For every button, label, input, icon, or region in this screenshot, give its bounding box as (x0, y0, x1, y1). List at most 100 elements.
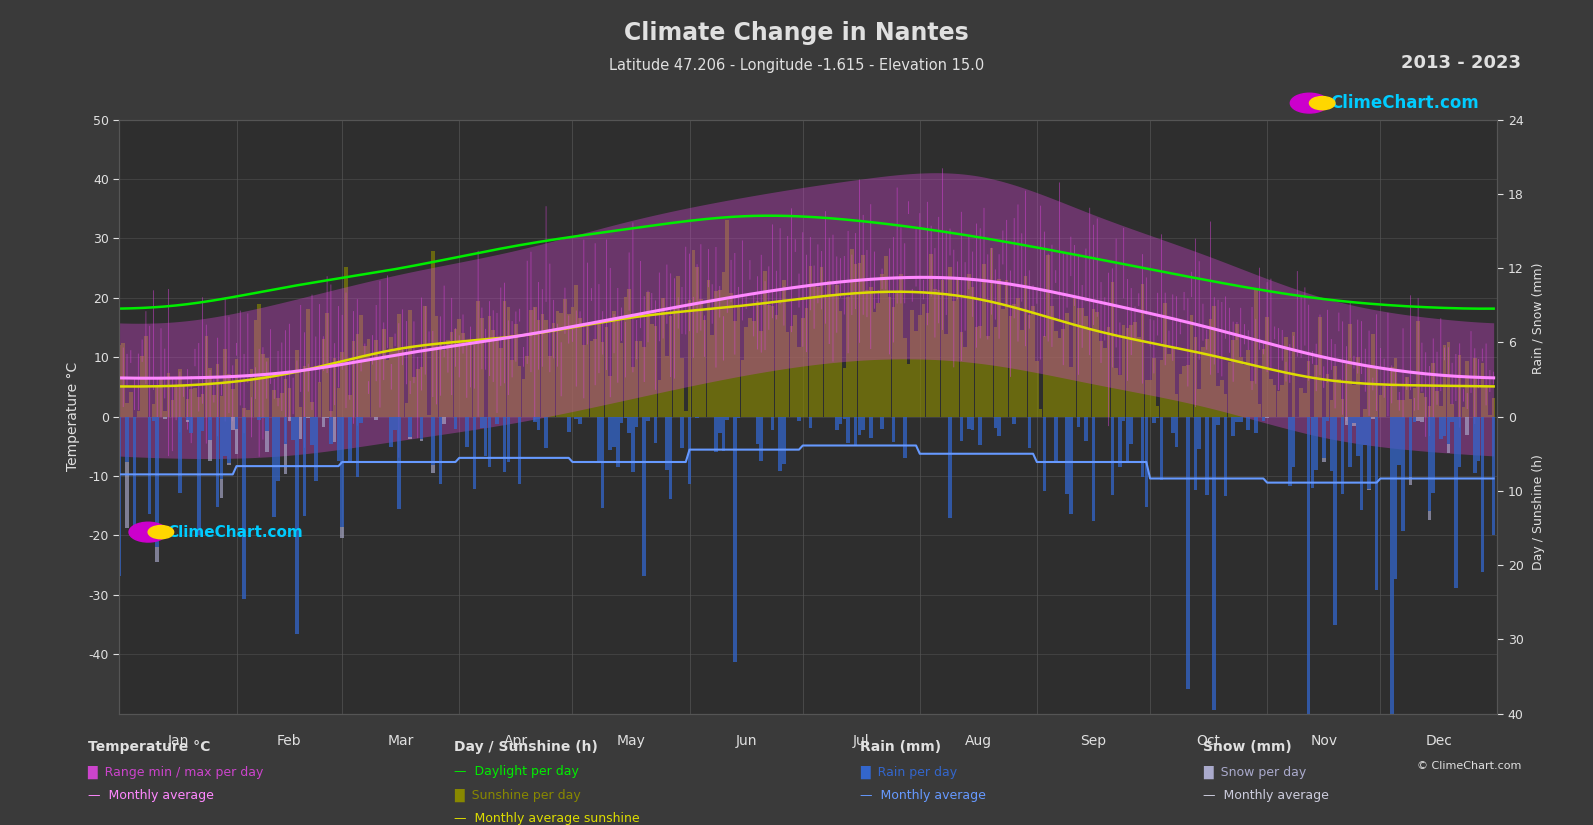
Bar (495, 337, 499, 417)
Bar (551, 323, 556, 417)
Bar (360, 315, 363, 417)
Bar (1344, 417, 1348, 425)
Bar (1348, 417, 1352, 467)
Bar (1435, 391, 1438, 417)
Bar (575, 285, 578, 417)
Bar (653, 326, 658, 417)
Bar (892, 417, 895, 441)
Bar (691, 249, 695, 417)
Bar (303, 417, 306, 516)
Bar (432, 417, 435, 465)
Bar (1330, 400, 1333, 417)
Bar (1251, 380, 1254, 417)
Bar (1209, 319, 1212, 417)
Bar (190, 417, 193, 433)
Text: █  Sunshine per day: █ Sunshine per day (454, 789, 581, 802)
Text: Day / Sunshine (h): Day / Sunshine (h) (454, 740, 597, 754)
Bar (1077, 417, 1080, 427)
Bar (499, 348, 502, 417)
Bar (186, 417, 190, 420)
Bar (578, 417, 581, 424)
Bar (868, 417, 873, 438)
Bar (1341, 399, 1344, 417)
Bar (405, 403, 408, 417)
Bar (360, 417, 363, 423)
Bar (779, 300, 782, 417)
Bar (408, 417, 413, 436)
Bar (1204, 339, 1209, 417)
Bar (1031, 306, 1035, 417)
Bar (521, 379, 526, 417)
Bar (167, 373, 170, 417)
Bar (156, 417, 159, 547)
Bar (1149, 380, 1152, 417)
Y-axis label: Temperature °C: Temperature °C (67, 362, 80, 471)
Bar (1493, 417, 1496, 535)
Bar (903, 417, 906, 459)
Bar (1466, 361, 1469, 417)
Bar (382, 329, 386, 417)
Bar (929, 254, 933, 417)
Bar (1163, 304, 1168, 417)
Bar (970, 417, 975, 431)
Bar (616, 417, 620, 466)
Bar (1246, 350, 1251, 417)
Bar (970, 287, 975, 417)
Bar (1228, 362, 1231, 417)
Bar (311, 417, 314, 446)
Bar (959, 332, 964, 417)
Bar (198, 397, 201, 417)
Bar (1458, 355, 1461, 417)
Bar (1157, 417, 1160, 418)
Bar (1121, 417, 1126, 422)
Bar (1212, 417, 1215, 710)
Bar (1088, 329, 1091, 417)
Text: —  Monthly average: — Monthly average (88, 789, 213, 802)
Bar (151, 404, 155, 417)
Bar (465, 417, 468, 447)
Text: © ClimeChart.com: © ClimeChart.com (1416, 761, 1521, 771)
Bar (1126, 328, 1129, 417)
Text: Feb: Feb (277, 734, 301, 748)
Text: Jul: Jul (852, 734, 870, 748)
Bar (1443, 345, 1446, 417)
Bar (989, 248, 994, 417)
Bar (862, 417, 865, 431)
Bar (1168, 354, 1171, 417)
Bar (857, 417, 862, 435)
Text: █  Snow per day: █ Snow per day (1203, 766, 1306, 779)
Bar (284, 444, 287, 474)
Bar (1333, 366, 1337, 417)
Bar (1352, 423, 1356, 427)
Bar (344, 266, 347, 417)
Bar (1198, 389, 1201, 417)
Bar (292, 417, 295, 440)
Bar (1217, 417, 1220, 425)
Bar (1246, 417, 1251, 430)
Bar (790, 326, 793, 417)
Bar (994, 327, 997, 417)
Bar (1352, 417, 1356, 423)
Text: ClimeChart.com: ClimeChart.com (167, 525, 303, 540)
Bar (854, 264, 857, 417)
Text: Rain (mm): Rain (mm) (860, 740, 941, 754)
Bar (1466, 417, 1469, 435)
Bar (231, 417, 234, 430)
Bar (1300, 388, 1303, 417)
Bar (605, 328, 609, 417)
Bar (1066, 313, 1069, 417)
Bar (636, 342, 639, 417)
Bar (725, 417, 730, 421)
Bar (336, 388, 341, 417)
Bar (695, 267, 699, 417)
Bar (162, 417, 167, 419)
Bar (1096, 312, 1099, 417)
Bar (1356, 357, 1359, 417)
Bar (597, 322, 601, 417)
Text: 2013 - 2023: 2013 - 2023 (1402, 54, 1521, 72)
Bar (284, 417, 287, 444)
Bar (220, 417, 223, 478)
Bar (1157, 406, 1160, 417)
Bar (1133, 323, 1137, 417)
Bar (1042, 417, 1047, 491)
